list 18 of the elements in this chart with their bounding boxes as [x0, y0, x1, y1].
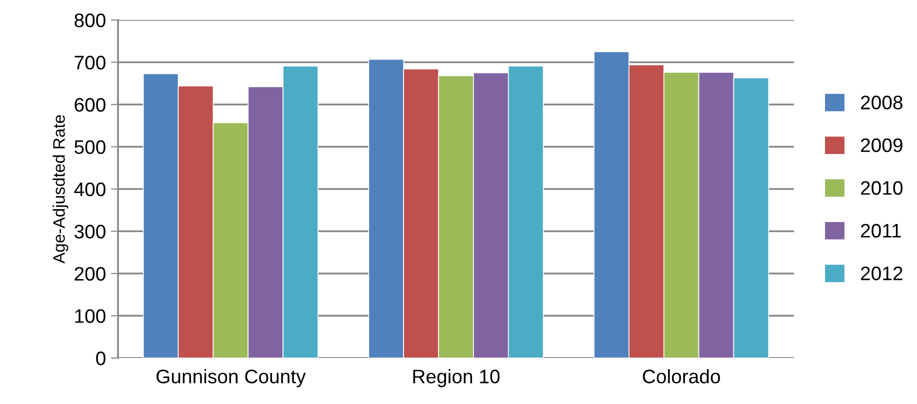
y-tick-label: 800 [74, 13, 106, 28]
y-tick-label: 0 [96, 351, 106, 366]
x-tick-label: Colorado [642, 369, 720, 384]
legend-label: 2008 [861, 96, 902, 110]
x-tick-label: Gunnison County [156, 369, 306, 388]
y-tick-label: 100 [75, 309, 106, 323]
legend-label: 2010 [861, 181, 903, 195]
y-tick-label: 700 [74, 56, 106, 70]
y-tick-label: 500 [74, 140, 106, 154]
legend-label: 2009 [861, 138, 902, 152]
y-tick-label: 200 [74, 266, 106, 281]
legend-label: 2011 [861, 224, 901, 238]
x-tick-label: Region 10 [413, 369, 500, 388]
y-tick-label: 400 [74, 182, 106, 196]
y-axis-title: Age-Adjusdted Rate [52, 115, 68, 264]
legend-label: 2012 [861, 266, 902, 280]
y-tick-label: 300 [74, 224, 106, 238]
y-tick-label: 600 [74, 98, 106, 112]
